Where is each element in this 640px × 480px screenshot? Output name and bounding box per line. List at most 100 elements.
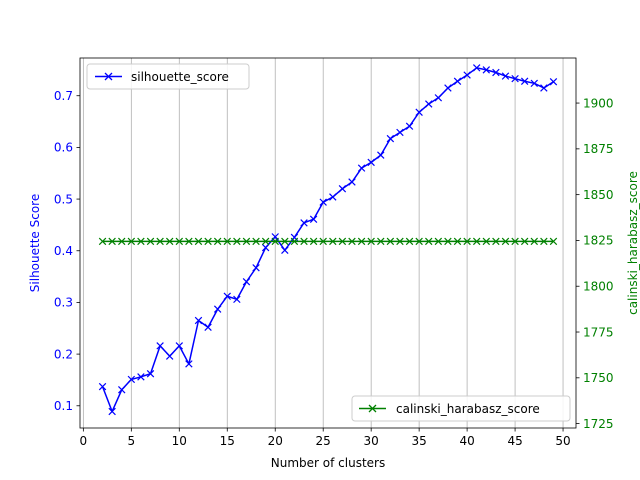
- silhouette-point: [108, 407, 116, 416]
- calinski-point: [492, 237, 500, 246]
- calinski-point: [204, 237, 212, 246]
- silhouette-point: [223, 292, 231, 300]
- calinski-point: [549, 237, 558, 246]
- silhouette-point: [348, 178, 356, 186]
- silhouette-point: [425, 100, 433, 108]
- y-axis-left: 0.1 0.2 0.3 0.4 0.5 0.6 0.7: [54, 89, 80, 413]
- x-axis: 0 5 10 15 20 25 30 35 40 45 50: [80, 428, 571, 448]
- y-left-tick-label: 0.2: [54, 347, 73, 361]
- silhouette-point: [213, 305, 222, 313]
- x-gridlines: [82, 58, 564, 428]
- silhouette-point: [137, 373, 145, 381]
- calinski-point: [319, 237, 327, 246]
- silhouette-point: [118, 386, 126, 394]
- x-tick-label: 15: [220, 434, 235, 448]
- silhouette-point: [472, 64, 481, 72]
- calinski-point: [386, 237, 395, 246]
- silhouette-point: [501, 72, 510, 80]
- calinski-point: [434, 237, 443, 246]
- silhouette-point: [511, 74, 519, 83]
- silhouette-point: [98, 382, 107, 391]
- calinski-point: [175, 237, 184, 246]
- calinski-point: [425, 237, 433, 246]
- silhouette-point: [261, 243, 270, 252]
- silhouette-point: [156, 342, 164, 350]
- calinski-point: [511, 237, 519, 246]
- silhouette-point: [194, 316, 203, 325]
- calinski-point: [472, 237, 481, 246]
- calinski-point: [444, 237, 452, 246]
- silhouette-point: [309, 215, 318, 223]
- calinski-point: [194, 237, 203, 246]
- calinski-point: [281, 237, 289, 246]
- y-left-tick-label: 0.7: [54, 89, 73, 103]
- y-right-tick-label: 1775: [583, 325, 614, 339]
- legend-marker: [368, 404, 377, 413]
- calinski-point: [137, 237, 145, 246]
- legend-silhouette: silhouette_score: [86, 63, 250, 90]
- calinski-point: [185, 237, 193, 246]
- silhouette-point: [329, 193, 337, 201]
- y-left-tick-label: 0.3: [54, 296, 73, 310]
- y-axis-left-label: Silhouette Score: [28, 194, 42, 292]
- calinski-point: [156, 237, 164, 246]
- silhouette-series: [98, 64, 558, 416]
- silhouette-point: [396, 128, 404, 137]
- y-right-tick-label: 1900: [583, 96, 614, 110]
- y-left-tick-label: 0.4: [54, 244, 73, 258]
- y-right-tick-label: 1875: [583, 142, 614, 156]
- y-right-tick-label: 1850: [583, 188, 614, 202]
- calinski-point: [453, 237, 462, 246]
- y-right-tick-label: 1825: [583, 234, 614, 248]
- silhouette-point: [242, 278, 251, 286]
- silhouette-point: [540, 84, 548, 92]
- calinski-point: [309, 237, 318, 246]
- calinski-point: [98, 237, 107, 246]
- calinski-point: [252, 237, 260, 246]
- silhouette-point: [434, 94, 443, 102]
- plot-frame: [79, 57, 577, 429]
- calinski-point: [146, 237, 155, 246]
- y-left-tick-label: 0.6: [54, 141, 73, 155]
- calinski-point: [357, 237, 366, 246]
- calinski-point: [367, 237, 375, 246]
- x-tick-label: 40: [459, 434, 474, 448]
- calinski-point: [415, 237, 423, 246]
- silhouette-point: [175, 342, 184, 350]
- silhouette-point: [300, 219, 308, 227]
- x-tick-label: 45: [507, 434, 522, 448]
- calinski-point: [213, 237, 222, 246]
- x-axis-label: Number of clusters: [271, 456, 385, 470]
- calinski-point: [233, 237, 241, 246]
- silhouette-point: [463, 71, 471, 79]
- legend-calinski: calinski_harabasz_score: [351, 395, 571, 422]
- silhouette-point: [367, 158, 375, 167]
- x-tick-label: 10: [172, 434, 187, 448]
- y-right-tick-label: 1800: [583, 280, 614, 294]
- silhouette-point: [204, 323, 212, 331]
- silhouette-point: [319, 198, 327, 206]
- silhouette-point: [415, 108, 423, 116]
- calinski-point: [540, 237, 548, 246]
- calinski-point: [501, 237, 510, 246]
- silhouette-point: [146, 370, 155, 378]
- x-tick-label: 30: [364, 434, 379, 448]
- calinski-point: [290, 237, 299, 246]
- legend-label: silhouette_score: [131, 70, 229, 84]
- silhouette-point: [281, 246, 289, 254]
- silhouette-point: [453, 77, 462, 85]
- calinski-point: [242, 237, 251, 246]
- calinski-point: [261, 237, 270, 246]
- legend-frame: [86, 63, 250, 90]
- x-tick-label: 5: [128, 434, 136, 448]
- y-axis-right-label: calinski_harabasz_score: [626, 171, 640, 315]
- legend-frame: [351, 395, 571, 422]
- silhouette-line: [101, 67, 554, 413]
- silhouette-point: [444, 84, 452, 92]
- calinski-point: [348, 237, 356, 246]
- calinski-point: [396, 237, 404, 246]
- y-right-tick-label: 1725: [583, 417, 614, 431]
- silhouette-point: [338, 185, 347, 193]
- calinski-point: [530, 237, 538, 246]
